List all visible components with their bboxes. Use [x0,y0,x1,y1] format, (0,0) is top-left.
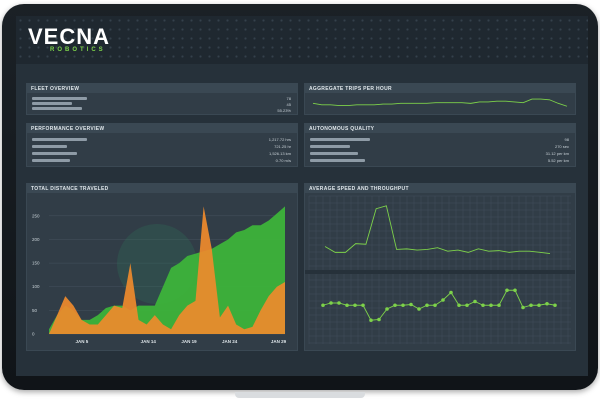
throughput-point [505,288,509,293]
throughput-point [473,299,477,304]
throughput-point [513,288,517,293]
throughput-point [369,318,373,323]
metric-value: 721.25 hr [274,144,291,149]
dashboard-screen: VECNA ROBOTICS FLEET OVERVIEW 78 45 55.2… [16,16,588,376]
metric-value: 45 [286,102,291,107]
metric-value: 31.12 per km [545,151,569,156]
throughput-point [345,303,349,308]
throughput-point [377,317,381,322]
brand-subtitle: ROBOTICS [50,47,106,53]
avg-speed-panel: AVERAGE SPEED AND THROUGHPUT [304,183,576,351]
total-distance-chart: 250 200 150 100 50 0 JAN 5 JAN 14 JAN 19 JAN 24 JA… [32,206,287,344]
panel-header [27,84,297,93]
throughput-line [322,289,556,321]
throughput-point [537,303,541,308]
throughput-point [337,301,341,305]
y-tick-label: 50 [32,308,38,313]
x-tick-label: JAN 19 [181,339,197,344]
y-tick-label: 200 [32,237,40,242]
throughput-point [497,303,501,308]
monitor-bezel: VECNA ROBOTICS FLEET OVERVIEW 78 45 55.2… [2,4,598,390]
throughput-point [457,303,461,308]
metric-bar [32,159,70,162]
throughput-point [545,301,549,306]
throughput-point [489,303,493,308]
fleet-overview-panel: FLEET OVERVIEW 78 45 55.23% [26,83,298,115]
x-tick-label: JAN 5 [76,339,89,344]
total-distance-title: TOTAL DISTANCE TRAVELED [31,186,109,192]
aggregate-trips-panel: AGGREGATE TRIPS PER HOUR [304,83,576,115]
throughput-point [553,303,557,308]
fleet-overview-title: FLEET OVERVIEW [31,86,80,92]
throughput-point [321,303,325,308]
y-tick-label: 100 [32,284,40,289]
metric-bar [310,152,358,155]
autonomous-quality-title: AUTONOMOUS QUALITY [309,126,375,132]
brand-logo: VECNA [28,24,111,49]
y-tick-label: 0 [32,332,35,337]
metric-bar [32,145,67,148]
metric-bar [32,97,87,100]
throughput-point [425,303,429,308]
x-tick-label: JAN 24 [222,339,238,344]
metric-value: 1,217.72 hrs [268,137,291,142]
aggregate-trips-title: AGGREGATE TRIPS PER HOUR [309,86,392,92]
metric-value: 55.23% [277,108,291,113]
metric-value: 270 sec [554,144,569,149]
metric-bar [32,107,82,110]
throughput-point [521,305,525,310]
avg-speed-title: AVERAGE SPEED AND THROUGHPUT [309,186,409,192]
metric-value: 78 [286,96,291,101]
metric-value: 1,526.13 km [268,151,291,156]
area-series-1 [49,206,285,334]
trips-line [312,98,568,107]
throughput-point [409,302,413,307]
metric-value: 0.70 m/s [275,158,291,163]
x-tick-label: JAN 14 [141,339,157,344]
y-tick-label: 250 [32,213,40,218]
throughput-point [401,303,405,308]
throughput-point [417,307,421,311]
panel-header [27,184,297,193]
throughput-point [393,303,397,308]
performance-overview-panel: PERFORMANCE OVERVIEW 1,217.72 hrs 721.25… [26,123,298,167]
aggregate-trips-chart [312,98,568,107]
throughput-point [385,307,389,311]
throughput-point [329,301,333,305]
throughput-point [361,303,365,308]
monitor-stand [235,392,365,398]
metric-bar [310,145,350,148]
metric-bar [310,138,370,141]
panel-header [305,124,575,133]
area-series-0 [49,206,285,334]
metric-value: 5.52 per km [547,158,569,163]
throughput-point [353,303,357,308]
throughput-point [441,298,445,302]
throughput-point [481,303,485,308]
panel-header [27,124,297,133]
y-tick-label: 150 [32,261,40,266]
metric-bar [32,102,72,105]
throughput-point [529,303,533,308]
header-bar: VECNA ROBOTICS [16,16,588,64]
speed-line [324,205,551,254]
panel-header [305,84,575,93]
metric-bar [32,138,87,141]
panel-header [305,184,575,193]
x-tick-label: JAN 29 [271,339,287,344]
throughput-point [433,303,437,308]
metric-value: 98 [564,137,569,142]
metric-bar [32,152,77,155]
throughput-point [449,290,453,295]
autonomous-quality-panel: AUTONOMOUS QUALITY 98 270 sec 31.12 per … [304,123,576,167]
metric-bar [310,159,365,162]
throughput-point [465,303,469,308]
performance-overview-title: PERFORMANCE OVERVIEW [31,126,105,132]
total-distance-panel: TOTAL DISTANCE TRAVELED 250 200 150 100 50 0 J… [26,183,298,351]
avg-speed-chart [305,195,575,344]
